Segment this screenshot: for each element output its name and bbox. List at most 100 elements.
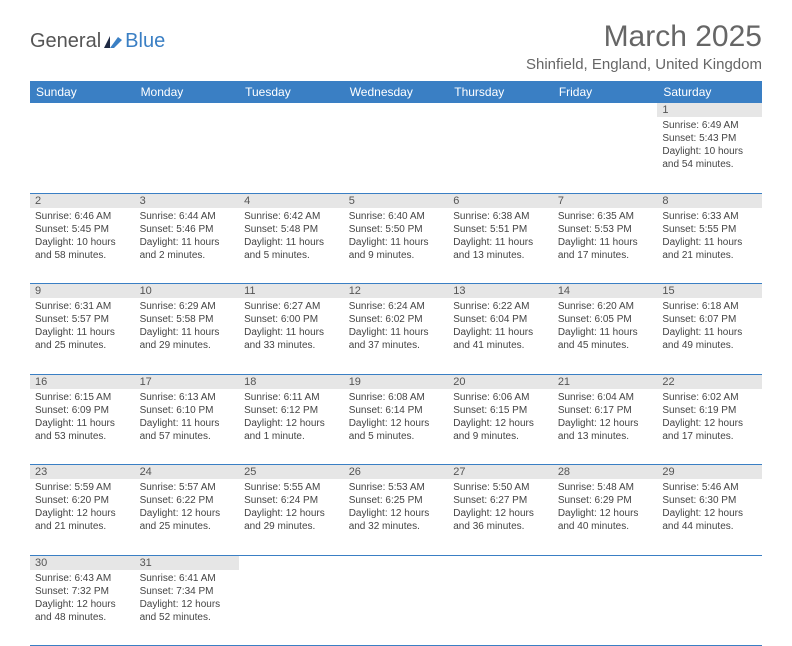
daylight-text: Daylight: 12 hours and 44 minutes. (662, 507, 757, 533)
day-info-cell (344, 117, 449, 193)
month-title: March 2025 (526, 20, 762, 54)
day-info-cell (239, 117, 344, 193)
sunset-text: Sunset: 6:20 PM (35, 494, 130, 507)
day-number-cell: 5 (344, 193, 449, 208)
day-info-cell: Sunrise: 6:49 AMSunset: 5:43 PMDaylight:… (657, 117, 762, 193)
daylight-text: Daylight: 11 hours and 45 minutes. (558, 326, 653, 352)
day-info-cell: Sunrise: 6:13 AMSunset: 6:10 PMDaylight:… (135, 389, 240, 465)
sunrise-text: Sunrise: 5:57 AM (140, 481, 235, 494)
daylight-text: Daylight: 12 hours and 32 minutes. (349, 507, 444, 533)
sunrise-text: Sunrise: 6:13 AM (140, 391, 235, 404)
location-text: Shinfield, England, United Kingdom (526, 56, 762, 73)
sunset-text: Sunset: 5:53 PM (558, 223, 653, 236)
daylight-text: Daylight: 11 hours and 2 minutes. (140, 236, 235, 262)
daylight-text: Daylight: 11 hours and 5 minutes. (244, 236, 339, 262)
daylight-text: Daylight: 12 hours and 1 minute. (244, 417, 339, 443)
sunset-text: Sunset: 6:07 PM (662, 313, 757, 326)
sunrise-text: Sunrise: 6:06 AM (453, 391, 548, 404)
day-number-cell: 6 (448, 193, 553, 208)
daylight-text: Daylight: 12 hours and 5 minutes. (349, 417, 444, 443)
day-number-cell: 13 (448, 284, 553, 299)
sunset-text: Sunset: 7:32 PM (35, 585, 130, 598)
daylight-text: Daylight: 11 hours and 49 minutes. (662, 326, 757, 352)
day-info-cell: Sunrise: 6:29 AMSunset: 5:58 PMDaylight:… (135, 298, 240, 374)
sunset-text: Sunset: 6:12 PM (244, 404, 339, 417)
sunset-text: Sunset: 6:30 PM (662, 494, 757, 507)
daynum-row: 23242526272829 (30, 465, 762, 480)
sunset-text: Sunset: 6:10 PM (140, 404, 235, 417)
sunrise-text: Sunrise: 6:31 AM (35, 300, 130, 313)
daylight-text: Daylight: 11 hours and 37 minutes. (349, 326, 444, 352)
daylight-text: Daylight: 11 hours and 29 minutes. (140, 326, 235, 352)
day-info-cell: Sunrise: 6:18 AMSunset: 6:07 PMDaylight:… (657, 298, 762, 374)
day-number-cell: 14 (553, 284, 658, 299)
day-info-cell: Sunrise: 6:06 AMSunset: 6:15 PMDaylight:… (448, 389, 553, 465)
sunset-text: Sunset: 5:57 PM (35, 313, 130, 326)
sunrise-text: Sunrise: 6:29 AM (140, 300, 235, 313)
day-info-cell: Sunrise: 6:35 AMSunset: 5:53 PMDaylight:… (553, 208, 658, 284)
sunrise-text: Sunrise: 6:15 AM (35, 391, 130, 404)
daynum-row: 1 (30, 103, 762, 117)
daylight-text: Daylight: 12 hours and 36 minutes. (453, 507, 548, 533)
sunset-text: Sunset: 6:09 PM (35, 404, 130, 417)
day-info-cell (239, 570, 344, 646)
daylight-text: Daylight: 11 hours and 13 minutes. (453, 236, 548, 262)
daylight-text: Daylight: 11 hours and 41 minutes. (453, 326, 548, 352)
day-info-cell: Sunrise: 5:50 AMSunset: 6:27 PMDaylight:… (448, 479, 553, 555)
day-number-cell (239, 555, 344, 570)
daylight-text: Daylight: 12 hours and 48 minutes. (35, 598, 130, 624)
weekday-header: Sunday (30, 81, 135, 103)
sunset-text: Sunset: 6:27 PM (453, 494, 548, 507)
day-number-cell (344, 103, 449, 117)
day-number-cell: 20 (448, 374, 553, 389)
sunrise-text: Sunrise: 6:11 AM (244, 391, 339, 404)
logo: General Blue (30, 20, 165, 53)
day-info-cell (448, 117, 553, 193)
logo-flag-icon (104, 36, 122, 48)
sunrise-text: Sunrise: 6:49 AM (662, 119, 757, 132)
day-number-cell: 4 (239, 193, 344, 208)
daylight-text: Daylight: 11 hours and 25 minutes. (35, 326, 130, 352)
day-number-cell: 1 (657, 103, 762, 117)
day-number-cell (239, 103, 344, 117)
day-number-cell: 15 (657, 284, 762, 299)
daynum-row: 3031 (30, 555, 762, 570)
sunrise-text: Sunrise: 6:27 AM (244, 300, 339, 313)
sunrise-text: Sunrise: 6:46 AM (35, 210, 130, 223)
sunset-text: Sunset: 6:17 PM (558, 404, 653, 417)
day-number-cell: 19 (344, 374, 449, 389)
day-info-cell: Sunrise: 6:02 AMSunset: 6:19 PMDaylight:… (657, 389, 762, 465)
day-info-cell: Sunrise: 6:11 AMSunset: 6:12 PMDaylight:… (239, 389, 344, 465)
day-number-cell: 12 (344, 284, 449, 299)
sunrise-text: Sunrise: 6:24 AM (349, 300, 444, 313)
day-info-cell: Sunrise: 6:24 AMSunset: 6:02 PMDaylight:… (344, 298, 449, 374)
day-info-cell: Sunrise: 6:20 AMSunset: 6:05 PMDaylight:… (553, 298, 658, 374)
sunset-text: Sunset: 5:55 PM (662, 223, 757, 236)
info-row: Sunrise: 6:43 AMSunset: 7:32 PMDaylight:… (30, 570, 762, 646)
title-block: March 2025 Shinfield, England, United Ki… (526, 20, 762, 73)
sunrise-text: Sunrise: 6:20 AM (558, 300, 653, 313)
day-number-cell: 23 (30, 465, 135, 480)
sunrise-text: Sunrise: 6:02 AM (662, 391, 757, 404)
sunrise-text: Sunrise: 6:40 AM (349, 210, 444, 223)
day-number-cell (448, 103, 553, 117)
sunset-text: Sunset: 6:15 PM (453, 404, 548, 417)
day-number-cell: 2 (30, 193, 135, 208)
info-row: Sunrise: 6:31 AMSunset: 5:57 PMDaylight:… (30, 298, 762, 374)
day-number-cell: 16 (30, 374, 135, 389)
weekday-header: Monday (135, 81, 240, 103)
sunset-text: Sunset: 6:02 PM (349, 313, 444, 326)
daylight-text: Daylight: 11 hours and 21 minutes. (662, 236, 757, 262)
weekday-header-row: Sunday Monday Tuesday Wednesday Thursday… (30, 81, 762, 103)
day-number-cell (344, 555, 449, 570)
daylight-text: Daylight: 11 hours and 57 minutes. (140, 417, 235, 443)
day-info-cell: Sunrise: 6:38 AMSunset: 5:51 PMDaylight:… (448, 208, 553, 284)
weekday-header: Friday (553, 81, 658, 103)
day-info-cell: Sunrise: 6:46 AMSunset: 5:45 PMDaylight:… (30, 208, 135, 284)
sunset-text: Sunset: 6:24 PM (244, 494, 339, 507)
sunrise-text: Sunrise: 6:42 AM (244, 210, 339, 223)
day-info-cell: Sunrise: 6:42 AMSunset: 5:48 PMDaylight:… (239, 208, 344, 284)
sunset-text: Sunset: 5:58 PM (140, 313, 235, 326)
daylight-text: Daylight: 12 hours and 17 minutes. (662, 417, 757, 443)
info-row: Sunrise: 5:59 AMSunset: 6:20 PMDaylight:… (30, 479, 762, 555)
